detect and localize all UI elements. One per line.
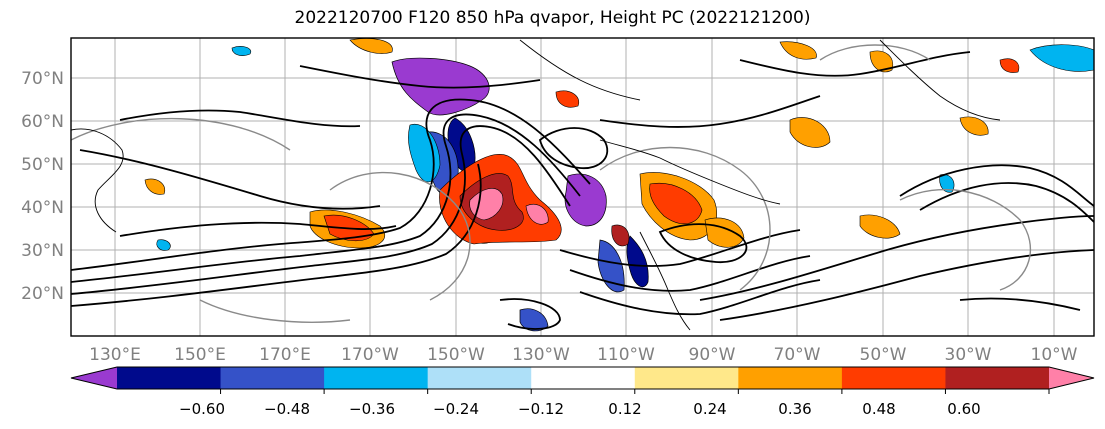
lon-label: 150°W bbox=[427, 345, 485, 365]
map-panel bbox=[70, 37, 1095, 337]
colorbar-cell bbox=[841, 367, 946, 389]
longitude-labels: 130°E 150°E 170°E 170°W 150°W 130°W 110°… bbox=[89, 345, 1078, 365]
colorbar-cell bbox=[117, 367, 222, 389]
qvapor-fill-cyan bbox=[156, 44, 1094, 251]
colorbar-extend-high bbox=[1049, 367, 1094, 389]
colorbar-tick-label: −0.60 bbox=[179, 400, 225, 418]
colorbar-cell bbox=[427, 367, 532, 389]
qvapor-fill-pink bbox=[469, 188, 549, 225]
lat-label: 30°N bbox=[21, 241, 64, 261]
lon-label: 170°W bbox=[341, 345, 399, 365]
lon-label: 90°W bbox=[689, 345, 736, 365]
colorbar-extend-low bbox=[71, 367, 117, 389]
height-contours bbox=[71, 51, 1094, 330]
colorbar-tick-label: 0.60 bbox=[947, 400, 980, 418]
lat-label: 40°N bbox=[21, 198, 64, 218]
lon-label: 50°W bbox=[860, 345, 907, 365]
colorbar-cell bbox=[634, 367, 739, 389]
colorbar-cell bbox=[945, 367, 1050, 389]
lon-label: 130°E bbox=[89, 345, 141, 365]
lon-label: 110°W bbox=[597, 345, 655, 365]
colorbar-cell bbox=[324, 367, 429, 389]
lon-label: 30°W bbox=[945, 345, 992, 365]
lon-label: 150°E bbox=[174, 345, 226, 365]
colorbar-tick-label: −0.12 bbox=[518, 400, 564, 418]
lon-label: 70°W bbox=[774, 345, 821, 365]
lat-label: 70°N bbox=[21, 69, 64, 89]
latitude-labels: 70°N 60°N 50°N 40°N 30°N 20°N bbox=[21, 69, 64, 304]
colorbar-tick-label: 0.48 bbox=[862, 400, 895, 418]
colorbar-tick-label: 0.24 bbox=[693, 400, 726, 418]
colorbar-outline bbox=[70, 366, 1095, 390]
lon-label: 170°E bbox=[259, 345, 311, 365]
coastlines bbox=[71, 39, 1001, 331]
colorbar-cell bbox=[531, 367, 636, 389]
colorbar: −0.60 −0.48 −0.36 −0.24 −0.12 0.12 0.24 … bbox=[70, 366, 1095, 418]
colorbar-tick-label: −0.24 bbox=[433, 400, 479, 418]
colorbar-tick-label: −0.48 bbox=[264, 400, 310, 418]
colorbar-tick-label: 0.12 bbox=[608, 400, 641, 418]
lon-label: 10°W bbox=[1031, 345, 1078, 365]
colorbar-tick-label: −0.36 bbox=[349, 400, 395, 418]
lat-label: 50°N bbox=[21, 155, 64, 175]
lon-label: 130°W bbox=[512, 345, 570, 365]
colorbar-tick-label: 0.36 bbox=[778, 400, 811, 418]
grey-arcs bbox=[71, 44, 1031, 323]
colorbar-cell bbox=[220, 367, 325, 389]
lat-label: 20°N bbox=[21, 284, 64, 304]
lat-label: 60°N bbox=[21, 112, 64, 132]
figure-title: 2022120700 F120 850 hPa qvapor, Height P… bbox=[294, 8, 811, 28]
colorbar-cell bbox=[738, 367, 843, 389]
